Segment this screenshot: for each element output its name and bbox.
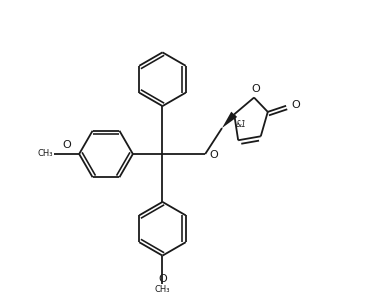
Text: O: O (209, 150, 218, 160)
Text: &1: &1 (236, 120, 247, 129)
Text: O: O (62, 140, 71, 150)
Text: CH₃: CH₃ (155, 285, 170, 294)
Text: CH₃: CH₃ (38, 149, 53, 159)
Text: O: O (291, 100, 300, 110)
Polygon shape (222, 112, 237, 128)
Text: O: O (251, 83, 260, 94)
Text: O: O (158, 274, 167, 284)
